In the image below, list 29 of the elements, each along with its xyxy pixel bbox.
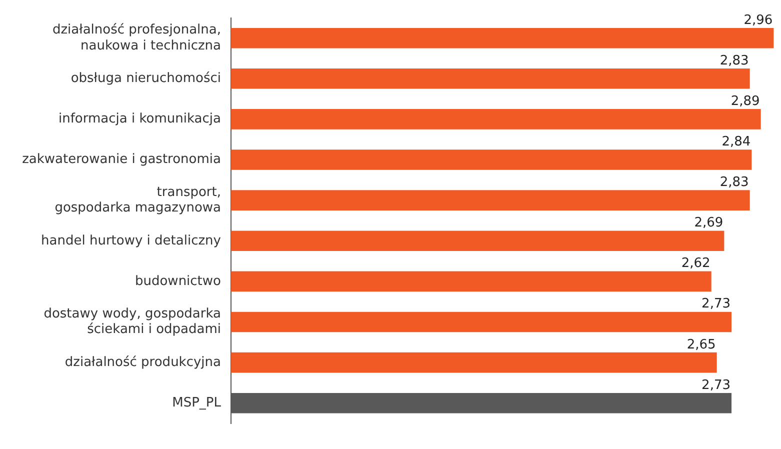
- y-tick-label: zakwaterowanie i gastronomia: [22, 152, 221, 168]
- bar: [231, 271, 712, 292]
- y-tick-label: działalność profesjonalna, naukowa i techniczna: [52, 22, 221, 54]
- data-label: 2,96: [744, 12, 773, 28]
- y-tick-label: handel hurtowy i detaliczny: [41, 233, 222, 248]
- data-label: 2,73: [702, 296, 730, 312]
- bar: [231, 28, 774, 48]
- y-tick-label: działalność produkcyjna: [64, 354, 221, 370]
- data-label: 2,69: [694, 216, 724, 231]
- data-label: 2,83: [720, 175, 749, 190]
- data-label: 2,84: [722, 134, 751, 150]
- bar: [231, 150, 752, 170]
- data-label: 2,89: [730, 94, 760, 109]
- bar: [231, 352, 717, 373]
- bar: [231, 109, 761, 130]
- data-label: 2,83: [720, 53, 749, 68]
- bar: [231, 190, 750, 210]
- data-label: 2,65: [686, 337, 716, 352]
- data-label: 2,73: [702, 378, 730, 393]
- y-tick-label: obsługa nieruchomości: [70, 71, 221, 86]
- data-label: 2,62: [681, 256, 710, 272]
- y-tick-label: informacja i komunikacja: [58, 112, 221, 127]
- bar: [231, 68, 750, 89]
- bar: [231, 230, 724, 252]
- y-tick-label: budownictwo: [134, 274, 222, 289]
- bar: [231, 312, 732, 332]
- y-tick-label: transport, gospodarka magazynowa: [54, 184, 221, 216]
- y-tick-label: dostawy wody, gospodarka ściekami i odpadami: [44, 306, 221, 338]
- y-tick-label: MSP_PL: [172, 395, 222, 410]
